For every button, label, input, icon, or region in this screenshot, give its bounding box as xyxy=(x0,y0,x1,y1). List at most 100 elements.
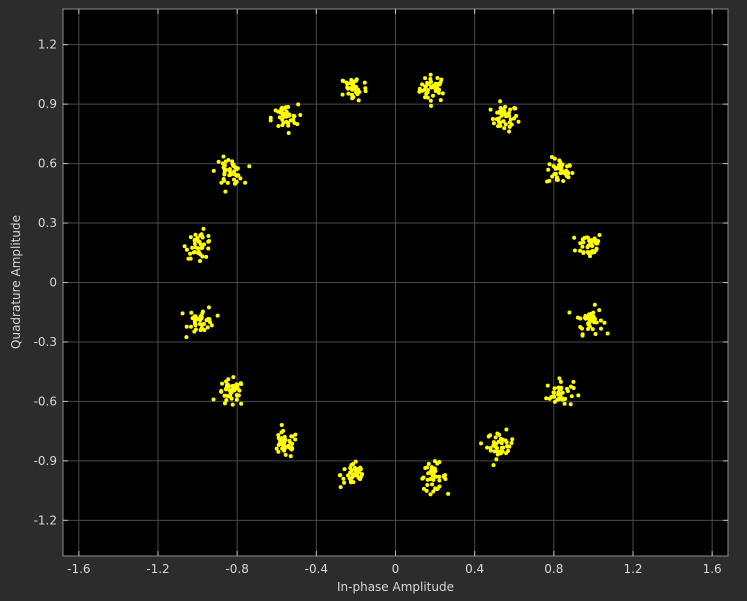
scatter-point xyxy=(558,379,563,384)
scatter-point xyxy=(570,171,575,176)
scatter-point xyxy=(222,401,227,406)
scatter-point xyxy=(280,123,285,128)
scatter-point xyxy=(190,316,195,321)
scatter-point xyxy=(188,251,193,256)
tick-marks xyxy=(63,9,728,556)
scatter-point xyxy=(341,79,346,84)
y-tick-label: -0.6 xyxy=(34,394,57,408)
scatter-point xyxy=(193,327,198,332)
scatter-point xyxy=(423,95,428,100)
scatter-point xyxy=(215,313,220,318)
scatter-point xyxy=(340,92,345,97)
scatter-point xyxy=(564,386,569,391)
scatter-point xyxy=(508,117,513,122)
scatter-point xyxy=(279,107,284,111)
scatter-point xyxy=(276,443,281,448)
scatter-point xyxy=(211,397,216,402)
scatter-point xyxy=(417,86,422,91)
scatter-point xyxy=(432,459,437,464)
scatter-point xyxy=(598,318,603,323)
scatter-point xyxy=(491,121,496,126)
scatter-point xyxy=(192,241,197,246)
scatter-point xyxy=(276,123,281,128)
scatter-point xyxy=(277,115,282,120)
scatter-point xyxy=(189,310,194,315)
scatter-point xyxy=(488,107,493,112)
x-tick-label: -1.6 xyxy=(67,562,90,576)
x-tick-labels: -1.6 -1.2 -0.8 -0.4 0 0.4 0.8 1.2 1.6 xyxy=(67,562,722,576)
scatter-point xyxy=(586,326,590,331)
scatter-point xyxy=(354,472,359,477)
scatter-point xyxy=(233,172,238,177)
scatter-point xyxy=(493,444,498,449)
scatter-point xyxy=(432,466,437,471)
scatter-point xyxy=(566,171,571,176)
scatter-point xyxy=(507,129,512,134)
scatter-point xyxy=(184,324,189,329)
scatter-point xyxy=(226,157,231,162)
scatter-point xyxy=(592,236,597,241)
scatter-point xyxy=(288,454,293,459)
scatter-point xyxy=(206,246,211,251)
scatter-point xyxy=(436,90,441,95)
scatter-point xyxy=(280,117,285,122)
scatter-point xyxy=(205,325,210,330)
scatter-point xyxy=(498,99,503,104)
scatter-point xyxy=(423,84,428,89)
scatter-point xyxy=(184,335,189,340)
scatter-point xyxy=(230,387,235,392)
scatter-point xyxy=(198,328,203,333)
scatter-point xyxy=(200,311,205,316)
scatter-point xyxy=(348,81,353,86)
scatter-point xyxy=(552,399,557,404)
scatter-point xyxy=(555,177,560,182)
scatter-point xyxy=(236,173,241,178)
x-tick-label: 0.4 xyxy=(465,562,484,576)
scatter-point xyxy=(547,162,552,167)
scatter-point xyxy=(499,441,504,446)
scatter-point xyxy=(208,320,213,325)
scatter-point xyxy=(581,240,586,245)
scatter-point xyxy=(282,448,287,453)
scatter-point xyxy=(420,82,425,87)
scatter-point xyxy=(430,93,435,98)
scatter-point xyxy=(223,189,228,194)
x-axis-label: In-phase Amplitude xyxy=(337,580,454,594)
scatter-point xyxy=(202,242,207,247)
scatter-point xyxy=(589,312,594,317)
scatter-point xyxy=(350,96,355,101)
scatter-point xyxy=(567,310,572,315)
scatter-point xyxy=(512,105,517,110)
scatter-point xyxy=(243,180,248,185)
scatter-point xyxy=(341,476,346,481)
scatter-point xyxy=(506,110,511,115)
scatter-point xyxy=(557,163,562,168)
scatter-point xyxy=(282,434,287,439)
scatter-point xyxy=(354,77,359,82)
y-tick-label: -1.2 xyxy=(34,513,57,527)
scatter-point xyxy=(493,435,498,440)
scatter-point xyxy=(503,112,508,117)
y-tick-label: 0.3 xyxy=(38,216,57,230)
x-tick-label: 1.6 xyxy=(703,562,722,576)
scatter-point xyxy=(486,434,491,439)
scatter-point xyxy=(602,320,607,325)
scatter-point xyxy=(232,169,237,174)
scatter-point xyxy=(293,432,298,437)
scatter-point xyxy=(435,76,440,81)
scatter-point xyxy=(578,324,583,329)
scatter-point xyxy=(290,434,295,439)
scatter-point xyxy=(426,471,431,476)
scatter-point xyxy=(426,461,431,466)
scatter-point xyxy=(430,482,435,487)
scatter-point xyxy=(224,386,229,391)
scatter-point xyxy=(428,492,433,497)
scatter-point xyxy=(295,122,300,127)
scatter-point xyxy=(497,110,502,115)
scatter-point xyxy=(586,251,591,256)
scatter-point xyxy=(428,98,433,103)
scatter-point xyxy=(586,235,591,240)
scatter-point xyxy=(440,91,445,96)
scatter-point xyxy=(425,477,430,482)
scatter-point xyxy=(352,465,357,470)
